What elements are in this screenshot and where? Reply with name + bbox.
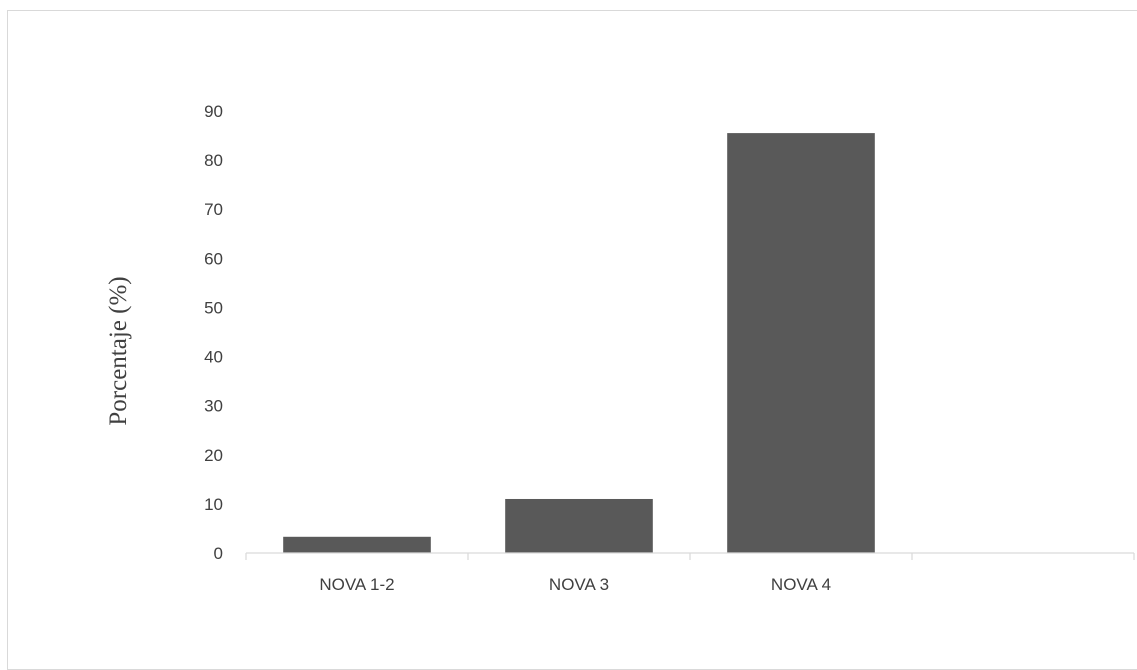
bar: [283, 536, 431, 553]
y-axis-title: Porcentaje (%): [105, 276, 132, 425]
x-category-label: NOVA 1-2: [319, 575, 394, 594]
bars: [283, 133, 875, 553]
y-tick-label: 50: [204, 298, 223, 317]
y-tick-label: 20: [204, 446, 223, 465]
y-tick-label: 70: [204, 200, 223, 219]
x-axis: [245, 552, 1135, 560]
y-tick-label: 30: [204, 397, 223, 416]
y-tick-label: 90: [204, 102, 223, 121]
y-tick-label: 80: [204, 151, 223, 170]
x-category-label: NOVA 4: [771, 575, 831, 594]
bar: [505, 498, 653, 553]
chart-frame: [7, 10, 1137, 670]
x-axis-labels: NOVA 1-2 NOVA 3 NOVA 4: [319, 575, 831, 594]
y-tick-label: 40: [204, 348, 223, 367]
y-tick-label: 10: [204, 495, 223, 514]
y-tick-label: 60: [204, 249, 223, 268]
y-axis-ticks: 0 10 20 30 40 50 60 70 80 90: [204, 102, 223, 563]
y-tick-label: 0: [214, 544, 223, 563]
x-category-label: NOVA 3: [549, 575, 609, 594]
bar: [727, 133, 875, 553]
